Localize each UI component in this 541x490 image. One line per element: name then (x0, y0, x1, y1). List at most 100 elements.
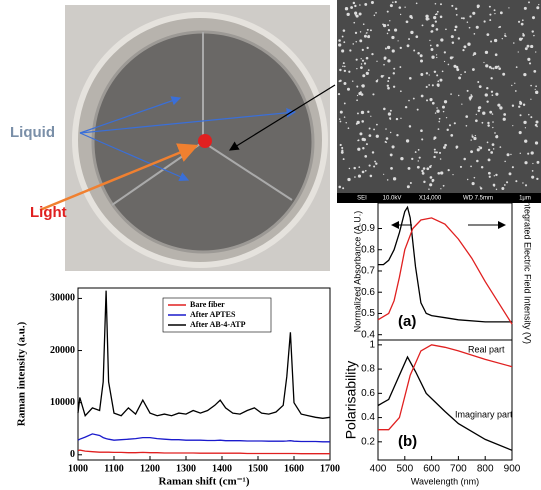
y-tick-label: 0.2 (361, 436, 375, 447)
particle (357, 147, 361, 151)
particle (517, 20, 521, 23)
particle (428, 84, 431, 86)
particle (503, 113, 507, 116)
particle (391, 49, 395, 53)
particle (380, 75, 384, 78)
particle (504, 33, 506, 35)
particle (522, 103, 526, 106)
particle (484, 93, 488, 97)
particle (505, 35, 507, 38)
particle (473, 176, 476, 179)
particle (524, 184, 528, 187)
particle (486, 100, 489, 103)
particle (368, 134, 372, 138)
particle (538, 4, 540, 6)
particle (386, 84, 389, 87)
particle (399, 13, 402, 16)
particle (534, 123, 538, 127)
particle (531, 30, 534, 33)
particle (354, 4, 357, 8)
series-line (77, 290, 331, 419)
particle (360, 58, 362, 60)
panel-label: (a) (398, 313, 416, 330)
particle (367, 69, 370, 71)
particle (434, 13, 437, 16)
particle (440, 38, 444, 42)
particle (391, 145, 395, 149)
particle (492, 126, 494, 129)
particle (482, 111, 486, 115)
particle (487, 171, 491, 175)
particle (361, 48, 364, 52)
particle (488, 65, 492, 69)
particle (416, 165, 420, 169)
particle (531, 16, 536, 20)
particle (477, 109, 481, 112)
particle (437, 128, 440, 131)
particle (387, 59, 391, 63)
particle (431, 24, 435, 28)
particle (474, 135, 476, 137)
fiber-photo (39, 5, 336, 271)
particle (433, 70, 437, 74)
annotation: Imaginary part (455, 409, 513, 419)
particle (471, 68, 475, 71)
particle (411, 157, 414, 161)
particle (425, 85, 428, 88)
particle (389, 131, 392, 134)
particle (433, 136, 437, 140)
particle (450, 134, 454, 137)
particle (428, 188, 430, 190)
particle (445, 28, 447, 31)
particle (436, 10, 439, 13)
particle (363, 62, 367, 65)
particle (455, 7, 458, 10)
particle (364, 2, 368, 6)
x-tick-label: 1400 (212, 463, 232, 474)
particle (536, 160, 540, 164)
particle (485, 64, 489, 68)
particle (373, 14, 376, 17)
y-tick-label: 0.8 (361, 364, 375, 375)
particle (343, 41, 346, 44)
particle (488, 5, 491, 8)
annotation: Real part (468, 344, 505, 354)
sem-caption: 10.0kV (383, 196, 402, 202)
series-line (77, 449, 330, 455)
particle (345, 122, 347, 124)
x-tick-label: 1600 (284, 463, 304, 474)
particle (471, 135, 474, 138)
particle (462, 49, 465, 52)
particle (413, 49, 416, 52)
particle (492, 121, 494, 123)
particle (519, 114, 522, 117)
particle (433, 155, 436, 159)
particle (416, 108, 419, 111)
particle (356, 85, 359, 88)
particle (394, 28, 398, 32)
particle (386, 32, 389, 35)
particle (355, 122, 358, 125)
particle (503, 184, 506, 186)
particle (430, 164, 432, 167)
particle (436, 107, 438, 109)
particle (457, 94, 460, 97)
particle (436, 56, 438, 59)
particle (533, 34, 535, 37)
particle (470, 94, 472, 96)
particle (441, 105, 445, 109)
particle (463, 157, 466, 161)
series-line (377, 355, 513, 451)
particle (494, 132, 496, 134)
particle (374, 160, 376, 163)
particle (362, 23, 365, 26)
particle (357, 174, 362, 178)
particle (339, 120, 342, 123)
particle (419, 54, 423, 58)
particle (410, 16, 413, 20)
particle (361, 84, 363, 87)
particle (440, 171, 444, 175)
particle (363, 34, 367, 38)
sem-caption: X14,000 (419, 196, 442, 202)
particle (361, 120, 364, 123)
